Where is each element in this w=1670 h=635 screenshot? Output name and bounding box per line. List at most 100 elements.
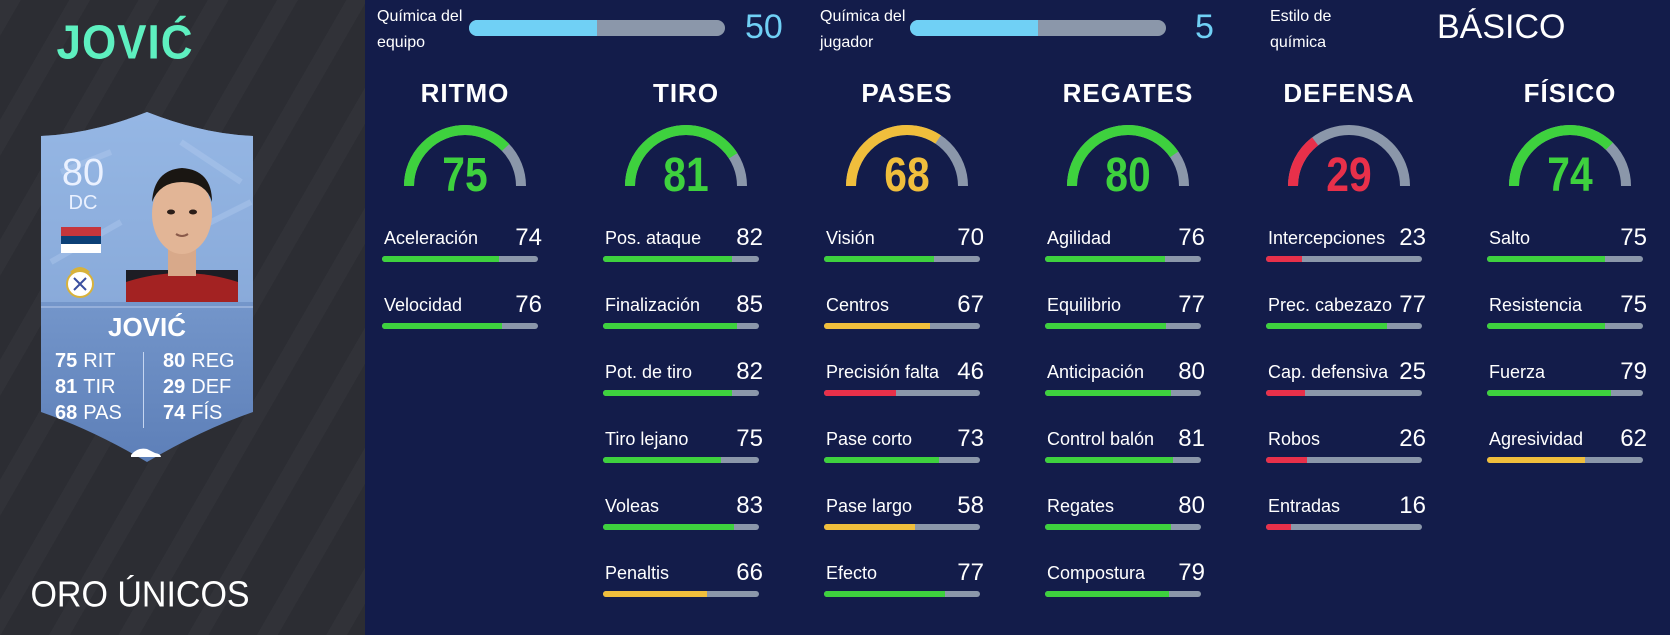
player-card[interactable]: 80 DC JOVIĆ <box>31 112 263 475</box>
stat-row: Anticipación 80 <box>1045 358 1205 402</box>
stat-bar-fill <box>1045 591 1170 597</box>
category-title: TIRO <box>652 78 720 108</box>
stat-value: 79 <box>1620 358 1647 385</box>
card-stats-right: 80 REG 29 DEF 74 FÍS <box>163 350 253 428</box>
stat-value: 58 <box>957 492 984 519</box>
stat-label: Pase corto <box>826 429 913 449</box>
stat-row: Precisión falta 46 <box>824 358 984 402</box>
stat-row: Visión 70 <box>824 224 984 268</box>
stat-value: 81 <box>1178 425 1205 452</box>
stat-bar-fill <box>824 524 916 530</box>
stat-bar-fill <box>603 524 734 530</box>
stat-bar-fill <box>824 591 946 597</box>
stat-label: Pot. de tiro <box>605 362 693 382</box>
category-title: FÍSICO <box>1523 78 1617 108</box>
card-stat: 74 FÍS <box>163 402 253 428</box>
stat-row: Aceleración 74 <box>382 224 542 268</box>
stat-bar-fill <box>603 591 707 597</box>
stat-bar-fill <box>824 323 930 329</box>
category-value: 81 <box>663 149 709 202</box>
stat-value: 77 <box>1399 291 1426 318</box>
stat-row: Fuerza 79 <box>1487 358 1647 402</box>
stat-bar <box>1266 524 1422 530</box>
stat-bar-fill <box>1045 256 1165 262</box>
stat-label: Robos <box>1268 429 1321 449</box>
stat-bar <box>603 256 759 262</box>
stat-bar <box>603 390 759 396</box>
stat-value: 67 <box>957 291 984 318</box>
card-stat-abbr: FÍS <box>191 402 223 424</box>
stat-label: Centros <box>826 295 890 315</box>
player-panel: JOVIĆ 80 DC <box>0 0 365 635</box>
stat-row: Agresividad 62 <box>1487 425 1647 469</box>
stat-bar-fill <box>1045 390 1172 396</box>
stat-bar-fill <box>824 457 940 463</box>
stat-row: Cap. defensiva 25 <box>1266 358 1426 402</box>
category-gauge <box>625 125 747 187</box>
category-gauge <box>1067 125 1189 187</box>
stat-row: Equilibrio 77 <box>1045 291 1205 335</box>
card-type-label: ORO ÚNICOS <box>30 575 250 615</box>
stat-bar-fill <box>824 256 935 262</box>
category-gauge <box>1288 125 1410 187</box>
card-stat-abbr: DEF <box>191 376 232 398</box>
stat-bar-fill <box>1487 256 1606 262</box>
stat-bar <box>1045 323 1201 329</box>
stat-bar-fill <box>603 390 733 396</box>
stat-bar-fill <box>1266 256 1303 262</box>
stat-label: Fuerza <box>1489 362 1546 382</box>
card-stat-value: 29 <box>163 376 186 398</box>
stat-value: 62 <box>1620 425 1647 452</box>
team-chemistry-label: Química del equipo <box>377 8 463 51</box>
stat-row: Tiro lejano 75 <box>603 425 763 469</box>
team-chemistry-value: 50 <box>745 8 783 46</box>
category-title: REGATES <box>1062 78 1194 108</box>
stat-label: Control balón <box>1047 429 1155 449</box>
stat-bar <box>824 591 980 597</box>
team-chemistry-bar <box>469 20 725 36</box>
stat-label: Agilidad <box>1047 228 1112 248</box>
stat-bar-fill <box>1487 323 1606 329</box>
category-title: RITMO <box>420 78 510 108</box>
card-stat: 81 TIR <box>55 376 145 402</box>
stat-row: Voleas 83 <box>603 492 763 536</box>
stat-label: Penaltis <box>605 563 670 583</box>
chemistry-style-value: BÁSICO <box>1437 8 1566 46</box>
card-stat-abbr: RIT <box>83 350 116 372</box>
card-stat-abbr: REG <box>191 350 235 372</box>
stat-bar <box>1045 591 1201 597</box>
category-value: 68 <box>884 149 930 202</box>
stat-bar <box>603 457 759 463</box>
stat-bar <box>382 256 538 262</box>
stat-label: Voleas <box>605 496 660 516</box>
boot-icon <box>131 448 161 457</box>
stat-label: Tiro lejano <box>605 429 689 449</box>
category-title: DEFENSA <box>1283 78 1415 108</box>
stat-row: Agilidad 76 <box>1045 224 1205 268</box>
stat-bar <box>1487 323 1643 329</box>
category-value: 74 <box>1547 149 1593 202</box>
card-stat-value: 80 <box>163 350 186 372</box>
stat-value: 26 <box>1399 425 1426 452</box>
player-chemistry-label: Química del jugador <box>820 8 906 51</box>
stat-value: 80 <box>1178 358 1205 385</box>
category-value: 80 <box>1105 149 1151 202</box>
category-gauge <box>1509 125 1631 187</box>
stat-label: Cap. defensiva <box>1268 362 1389 382</box>
stat-row: Penaltis 66 <box>603 559 763 603</box>
gauge-fill <box>404 125 526 187</box>
card-stat-value: 75 <box>55 350 78 372</box>
card-stat: 68 PAS <box>55 402 145 428</box>
stat-bar-fill <box>1266 457 1307 463</box>
stat-row: Velocidad 76 <box>382 291 542 335</box>
stat-value: 70 <box>957 224 984 251</box>
stat-label: Efecto <box>826 563 878 583</box>
stat-row: Centros 67 <box>824 291 984 335</box>
card-stat-value: 68 <box>55 402 78 424</box>
stat-bar <box>1266 390 1422 396</box>
stat-bar-fill <box>603 256 733 262</box>
card-stat: 80 REG <box>163 350 253 376</box>
team-chemistry-fill <box>469 20 597 36</box>
category-gauge <box>404 125 526 187</box>
stat-label: Resistencia <box>1489 295 1583 315</box>
